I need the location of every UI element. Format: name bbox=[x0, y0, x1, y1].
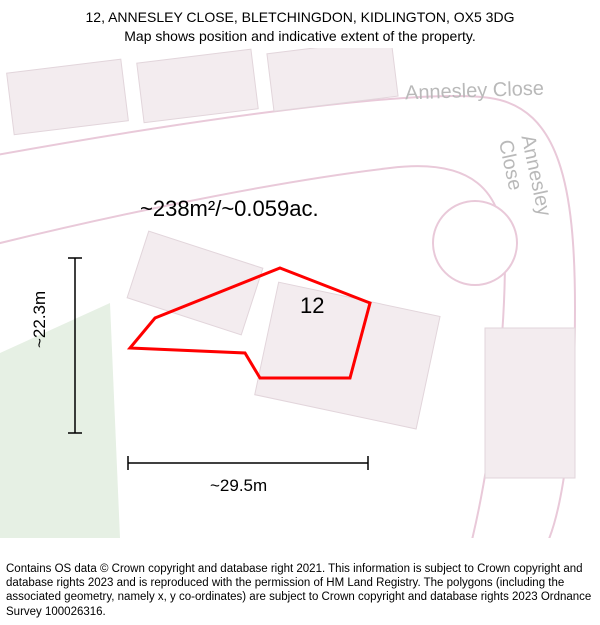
width-dim-label: ~29.5m bbox=[210, 476, 267, 496]
footer-attribution: Contains OS data © Crown copyright and d… bbox=[6, 562, 594, 620]
map-area: Annesley Close Annesley Close ~238m²/~0.… bbox=[0, 48, 600, 538]
height-dim-label: ~22.3m bbox=[30, 291, 50, 348]
address-title: 12, ANNESLEY CLOSE, BLETCHINGDON, KIDLIN… bbox=[10, 8, 590, 27]
street-name-1: Annesley Close bbox=[405, 78, 545, 105]
area-label: ~238m²/~0.059ac. bbox=[140, 196, 319, 222]
header: 12, ANNESLEY CLOSE, BLETCHINGDON, KIDLIN… bbox=[0, 0, 600, 50]
bldg-right bbox=[485, 328, 575, 478]
street-label-top: Annesley Close bbox=[405, 78, 545, 106]
subtitle: Map shows position and indicative extent… bbox=[10, 27, 590, 46]
parcel-number: 12 bbox=[300, 293, 324, 319]
